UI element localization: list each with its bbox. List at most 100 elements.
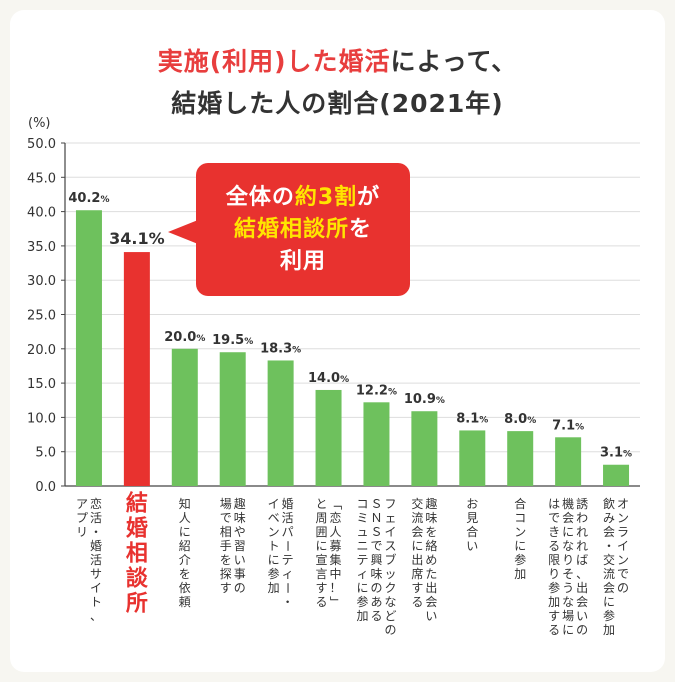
category-char: 機 (562, 496, 574, 511)
category-char: サ (90, 567, 102, 581)
category-char: 知 (179, 497, 191, 511)
category-char: に (356, 581, 368, 595)
callout-line2: 結婚相談所を (196, 214, 410, 246)
category-char: め (425, 553, 437, 567)
category-char: な (562, 595, 574, 609)
chart-title-line2: 結婚した人の割合(2021年) (171, 89, 504, 118)
category-char: 人 (179, 511, 191, 525)
category-char: る (411, 595, 423, 609)
data-label: 14.0% (308, 371, 349, 386)
chart-title-line1: 実施(利用)した婚活によって、 (0, 42, 675, 78)
category-char: 加 (514, 567, 526, 581)
category-char: い (425, 609, 437, 623)
category-char: 、 (90, 609, 102, 623)
bar (363, 402, 390, 486)
category-char: に (514, 539, 526, 553)
data-label: 18.3% (260, 341, 301, 356)
category-char: を (425, 525, 437, 539)
category-char: 会 (603, 525, 615, 539)
category-char: ブ (384, 552, 396, 567)
category-char: 出 (425, 581, 437, 595)
category-char: イ (90, 581, 102, 595)
callout-pointer (168, 220, 198, 244)
category-char: 味 (425, 511, 437, 525)
y-tick-label: 35.0 (27, 240, 56, 255)
category-char: 加 (603, 623, 615, 637)
category-char: 出 (576, 581, 588, 595)
y-tick-label: 5.0 (35, 446, 56, 461)
category-char: 参 (356, 594, 368, 609)
y-tick-label: 30.0 (27, 274, 56, 289)
category-char: 活 (90, 511, 102, 525)
category-char: ュ (356, 525, 368, 539)
category-char: 合 (466, 524, 478, 539)
category-char: 加 (356, 609, 368, 623)
category-char: ィ (282, 567, 294, 581)
category-char: 会 (411, 525, 423, 539)
category-char: 言 (316, 567, 328, 581)
category-char: や (234, 525, 246, 539)
category-char: 絡 (425, 538, 437, 553)
category-char: に (603, 595, 615, 609)
category-char: で (220, 511, 232, 525)
category-char: 談 (126, 566, 149, 592)
category-char: 飲 (603, 496, 615, 511)
category-char: う (562, 581, 574, 595)
category-char: で (548, 511, 560, 525)
category-char: 参 (603, 608, 615, 623)
category-char: 参 (548, 580, 560, 595)
category-char: 会 (425, 595, 437, 609)
data-label: 8.0% (504, 412, 536, 427)
category-char: の (370, 581, 382, 595)
category-char: い (466, 539, 478, 553)
bar (603, 464, 630, 486)
category-char: ン (617, 511, 629, 525)
bar (267, 360, 294, 486)
category-char: ト (268, 539, 280, 553)
category-char: 集 (330, 552, 342, 567)
category-char: 周 (316, 511, 328, 525)
category-char: Ｎ (370, 511, 382, 525)
category-char: 趣 (425, 496, 437, 511)
category-char: わ (576, 511, 588, 525)
category-char: 交 (411, 496, 423, 511)
callout-text-e: を (349, 217, 373, 242)
category-char: に (411, 539, 423, 553)
category-char: ！ (330, 581, 342, 595)
category-char: ・ (90, 525, 102, 539)
category-char: 味 (370, 567, 382, 581)
category-char: 婚 (126, 516, 148, 542)
category-char: Ｓ (370, 497, 382, 511)
category-char: ク (384, 581, 396, 595)
callout-text-b: 約3割 (294, 185, 358, 210)
category-char: プ (76, 511, 88, 525)
category-char: 見 (466, 511, 478, 525)
category-char: に (316, 539, 328, 553)
category-char: る (316, 595, 328, 609)
callout-text-c: が (357, 185, 381, 210)
category-char: ッ (384, 567, 396, 581)
category-char: 婚 (282, 497, 294, 511)
category-char: な (384, 595, 396, 609)
data-label: 40.2% (68, 191, 109, 206)
category-char: す (411, 581, 423, 595)
category-char: 交 (603, 552, 615, 567)
category-char: あ (370, 595, 382, 609)
y-tick-label: 25.0 (27, 309, 56, 324)
category-char: テ (356, 553, 368, 567)
category-char: 手 (220, 539, 232, 553)
callout-line3: 利用 (279, 249, 326, 274)
category-char: 習 (234, 539, 246, 553)
category-char: 流 (411, 511, 423, 525)
category-char: れ (576, 525, 588, 539)
category-char: に (562, 525, 574, 539)
category-char: 加 (548, 595, 560, 609)
category-char: す (220, 581, 232, 595)
category-char: そ (562, 567, 574, 581)
data-label: 7.1% (552, 418, 584, 433)
